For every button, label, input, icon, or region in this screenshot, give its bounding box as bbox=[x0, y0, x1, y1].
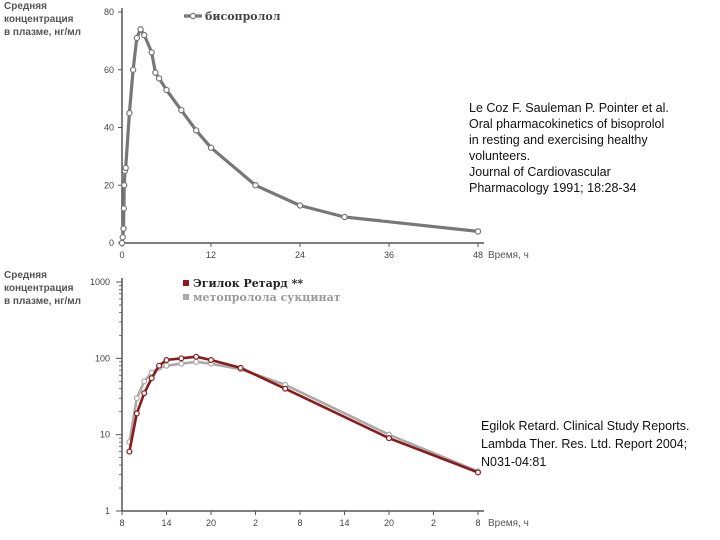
x-tick-label: 20 bbox=[384, 518, 394, 528]
x-tick-label: 36 bbox=[384, 250, 394, 260]
data-point bbox=[152, 69, 159, 76]
y-tick-label: 10 bbox=[100, 430, 110, 440]
series-line bbox=[128, 360, 479, 473]
x-tick-label: 8 bbox=[119, 518, 124, 528]
legend-label: метопролола сукцинат bbox=[193, 291, 341, 304]
x-tick-label: 14 bbox=[161, 518, 171, 528]
series-line bbox=[128, 355, 479, 474]
citation-bottom-line: Egilok Retard. Clinical Study Reports. bbox=[481, 419, 690, 433]
data-point bbox=[193, 353, 200, 360]
data-point bbox=[163, 357, 170, 364]
y-tick-label: 20 bbox=[104, 180, 114, 190]
citation-top-line: Oral pharmacokinetics of bisoprolol bbox=[469, 117, 665, 131]
data-point bbox=[141, 390, 148, 397]
x-tick-label: 2 bbox=[253, 518, 258, 528]
series-line bbox=[120, 27, 479, 244]
data-point bbox=[121, 182, 128, 189]
data-point bbox=[193, 358, 200, 365]
citation-top-line: Journal of Cardiovascular bbox=[469, 165, 611, 179]
legend-marker bbox=[189, 12, 197, 20]
x-tick-label: 24 bbox=[295, 250, 305, 260]
data-point bbox=[163, 86, 170, 94]
citation-top-line: Le Coz F. Sauleman P. Pointer et al. bbox=[469, 101, 669, 115]
y-axis-title: в плазме, нг/мл bbox=[4, 27, 81, 38]
x-tick-label: 12 bbox=[206, 250, 216, 260]
data-point bbox=[207, 144, 215, 151]
legend-swatch bbox=[183, 280, 189, 286]
data-point bbox=[120, 205, 128, 212]
data-point bbox=[386, 435, 393, 442]
data-point bbox=[155, 75, 163, 82]
citation-top-line: Pharmacology 1991; 18:28-34 bbox=[469, 181, 637, 195]
data-point bbox=[148, 375, 155, 382]
citation-bottom-line: N031-04:81 bbox=[481, 455, 547, 469]
data-point bbox=[163, 362, 170, 369]
y-tick-label: 60 bbox=[104, 65, 114, 75]
data-point bbox=[474, 228, 482, 235]
y-tick-label: 80 bbox=[104, 7, 114, 17]
x-axis-title: Время, ч bbox=[488, 518, 529, 529]
data-point bbox=[282, 385, 289, 392]
data-point bbox=[133, 410, 140, 417]
data-point bbox=[475, 469, 482, 476]
x-tick-label: 14 bbox=[339, 518, 349, 528]
data-point bbox=[129, 66, 137, 73]
data-point bbox=[118, 239, 126, 247]
data-point bbox=[137, 26, 144, 33]
y-axis-title: концентрация bbox=[4, 14, 74, 25]
data-point bbox=[296, 202, 304, 209]
y-tick-label: 0 bbox=[109, 238, 114, 248]
x-tick-label: 2 bbox=[431, 518, 436, 528]
data-point bbox=[126, 109, 133, 117]
data-point bbox=[122, 164, 129, 172]
y-axis-title: Средняя bbox=[4, 1, 47, 12]
x-tick-label: 20 bbox=[206, 518, 216, 528]
data-point bbox=[126, 448, 133, 455]
x-tick-label: 0 bbox=[119, 250, 124, 260]
citation-top-line: in resting and exercising healthy bbox=[469, 133, 648, 147]
citation-bottom-line: Lambda Ther. Res. Ltd. Report 2004; bbox=[481, 437, 688, 451]
y-axis-title: в плазме, нг/мл bbox=[4, 296, 81, 307]
data-point bbox=[133, 395, 140, 402]
data-point bbox=[192, 127, 200, 134]
legend-label: Эгилок Ретард ** bbox=[193, 277, 303, 290]
x-tick-label: 48 bbox=[473, 250, 483, 260]
data-point bbox=[178, 355, 185, 362]
data-point bbox=[120, 225, 127, 232]
data-point bbox=[341, 213, 348, 221]
x-tick-label: 8 bbox=[475, 518, 480, 528]
y-tick-label: 1 bbox=[105, 506, 110, 516]
y-axis-title: Средняя bbox=[4, 270, 47, 281]
data-point bbox=[178, 360, 185, 367]
data-point bbox=[148, 49, 155, 56]
data-point bbox=[237, 364, 244, 371]
x-axis-title: Время, ч bbox=[488, 250, 529, 261]
data-point bbox=[141, 31, 148, 39]
y-tick-label: 100 bbox=[95, 353, 110, 363]
data-point bbox=[119, 234, 126, 241]
data-point bbox=[252, 182, 259, 189]
citation-bottom: Egilok Retard. Clinical Study Reports. L… bbox=[481, 417, 689, 471]
y-axis-title: концентрация bbox=[4, 283, 74, 294]
x-tick-label: 8 bbox=[297, 518, 302, 528]
data-point bbox=[208, 357, 215, 364]
data-point bbox=[133, 34, 141, 42]
legend-label: бисопролол bbox=[205, 10, 281, 23]
data-point bbox=[156, 362, 163, 369]
legend-swatch bbox=[183, 294, 189, 300]
data-point bbox=[178, 106, 185, 114]
data-point bbox=[141, 378, 148, 385]
citation-top-line: volunteers. bbox=[469, 149, 531, 163]
y-tick-label: 1000 bbox=[90, 277, 110, 287]
y-tick-label: 40 bbox=[104, 123, 114, 133]
citation-top: Le Coz F. Sauleman P. Pointer et al. Ora… bbox=[469, 100, 669, 196]
